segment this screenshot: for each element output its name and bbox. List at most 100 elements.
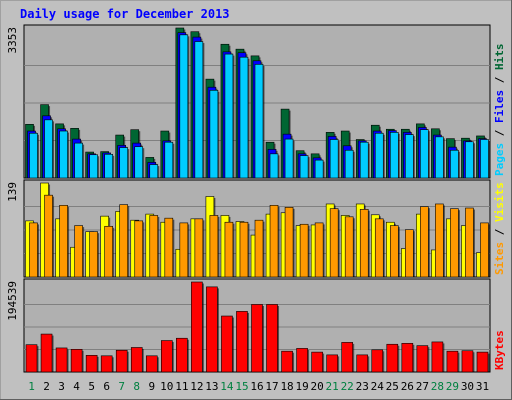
bar-kbytes-day-4	[70, 349, 83, 373]
bar-sites-day-12	[194, 218, 204, 278]
x-tick-label: 26	[401, 380, 414, 393]
legend-pages: Pages	[493, 143, 506, 176]
bar-kbytes-day-31	[476, 351, 489, 373]
bar-sites-day-2	[44, 194, 53, 278]
bar-kbytes-day-17	[266, 304, 278, 373]
x-tick-label: 9	[148, 380, 155, 393]
bar-sites-day-22	[344, 216, 354, 278]
bar-pages-day-6	[104, 153, 113, 179]
bar-pages-day-9	[149, 164, 159, 179]
y-max-label: 139	[6, 182, 19, 202]
bar-sites-day-28	[435, 203, 444, 278]
bar-kbytes-day-25	[386, 343, 399, 373]
bar-kbytes-day-12	[191, 281, 203, 373]
bar-sites-day-9	[149, 215, 159, 278]
x-tick-label: 18	[280, 380, 293, 393]
bar-kbytes-day-24	[371, 349, 384, 373]
bar-pages-day-20	[314, 159, 324, 179]
bar-pages-day-25	[389, 132, 399, 179]
bar-kbytes-day-9	[145, 355, 158, 373]
panel-hits-files-pages: 3353 Pages / Files / Hits	[6, 24, 506, 179]
bar-kbytes-day-7	[115, 349, 128, 373]
bar-sites-day-5	[89, 231, 98, 278]
bar-pages-day-26	[405, 134, 414, 179]
x-tick-label: 10	[160, 380, 173, 393]
x-tick-label: 22	[341, 380, 354, 393]
x-tick-label: 30	[461, 380, 474, 393]
legend-separator: /	[493, 70, 506, 90]
bar-sites-day-18	[284, 207, 294, 278]
bar-kbytes-day-30	[461, 350, 474, 373]
bar-sites-day-11	[179, 222, 189, 278]
bar-sites-day-20	[314, 222, 324, 278]
bar-pages-day-16	[254, 64, 264, 179]
x-tick-label: 6	[103, 380, 110, 393]
x-tick-label: 17	[265, 380, 278, 393]
legend-files: Files	[493, 90, 506, 123]
bar-sites-day-30	[465, 207, 474, 278]
bar-pages-day-11	[179, 34, 189, 179]
bar-sites-day-8	[134, 220, 144, 278]
bar-sites-day-10	[164, 217, 174, 278]
bar-pages-day-17	[269, 153, 279, 179]
legend-separator: /	[493, 123, 506, 143]
bar-sites-day-31	[480, 222, 489, 278]
bar-sites-day-26	[405, 229, 414, 278]
x-tick-label: 29	[446, 380, 459, 393]
bar-kbytes-day-29	[446, 350, 459, 373]
x-tick-label: 16	[250, 380, 263, 393]
panel-legend: Sites / Visits	[493, 182, 506, 275]
bar-kbytes-day-11	[176, 337, 188, 373]
x-tick-label: 20	[311, 380, 324, 393]
x-tick-label: 25	[386, 380, 399, 393]
x-tick-label: 4	[73, 380, 80, 393]
bar-kbytes-day-13	[206, 286, 218, 373]
bar-kbytes-day-20	[311, 351, 323, 373]
y-max-label: 194539	[6, 281, 19, 321]
bar-sites-day-13	[209, 215, 219, 278]
x-tick-label: 11	[175, 380, 188, 393]
bar-kbytes-day-16	[251, 304, 263, 373]
bar-kbytes-day-10	[161, 340, 173, 373]
panel-visits-sites: 139 Sites / Visits	[6, 179, 506, 278]
x-tick-label: 24	[371, 380, 385, 393]
x-axis-labels: 1 2 3 4 5 6 7 8 9 10 11 12 13 14 15 16 17 18 19 20 21 22 23 24 2…	[28, 380, 489, 393]
bar-pages-day-24	[374, 132, 384, 179]
bar-sites-day-6	[104, 225, 113, 278]
bar-pages-day-22	[344, 149, 354, 179]
bar-pages-day-14	[224, 53, 234, 179]
x-tick-label: 23	[356, 380, 369, 393]
x-tick-label: 3	[58, 380, 65, 393]
bar-kbytes-day-1	[25, 344, 38, 373]
y-max-label: 3353	[6, 27, 19, 54]
bar-kbytes-day-8	[130, 347, 143, 373]
bar-kbytes-day-19	[296, 348, 308, 373]
bar-pages-day-8	[134, 146, 144, 179]
x-tick-label: 12	[190, 380, 203, 393]
bar-pages-day-12	[194, 41, 204, 179]
bar-pages-day-2	[44, 119, 53, 179]
bar-kbytes-day-27	[416, 345, 429, 373]
bar-sites-day-24	[374, 218, 384, 278]
bar-sites-day-15	[239, 221, 249, 278]
bar-kbytes-day-18	[281, 350, 293, 373]
bar-pages-day-30	[465, 141, 474, 179]
bar-sites-day-3	[59, 205, 68, 278]
bar-sites-day-29	[450, 208, 459, 278]
bar-pages-day-5	[89, 154, 98, 179]
x-tick-label: 8	[133, 380, 140, 393]
bar-pages-day-15	[239, 56, 249, 179]
bar-sites-day-14	[224, 221, 234, 278]
bar-sites-day-1	[29, 222, 38, 278]
bar-sites-day-23	[359, 209, 369, 278]
x-tick-label: 1	[28, 380, 35, 393]
x-tick-label: 28	[431, 380, 444, 393]
x-tick-label: 14	[220, 380, 234, 393]
bar-sites-day-21	[329, 208, 339, 278]
bar-pages-day-29	[450, 149, 459, 179]
legend-kbytes: KBytes	[493, 330, 506, 370]
bar-pages-day-1	[29, 132, 38, 179]
bar-pages-day-21	[329, 139, 339, 179]
bar-pages-day-13	[209, 90, 219, 179]
